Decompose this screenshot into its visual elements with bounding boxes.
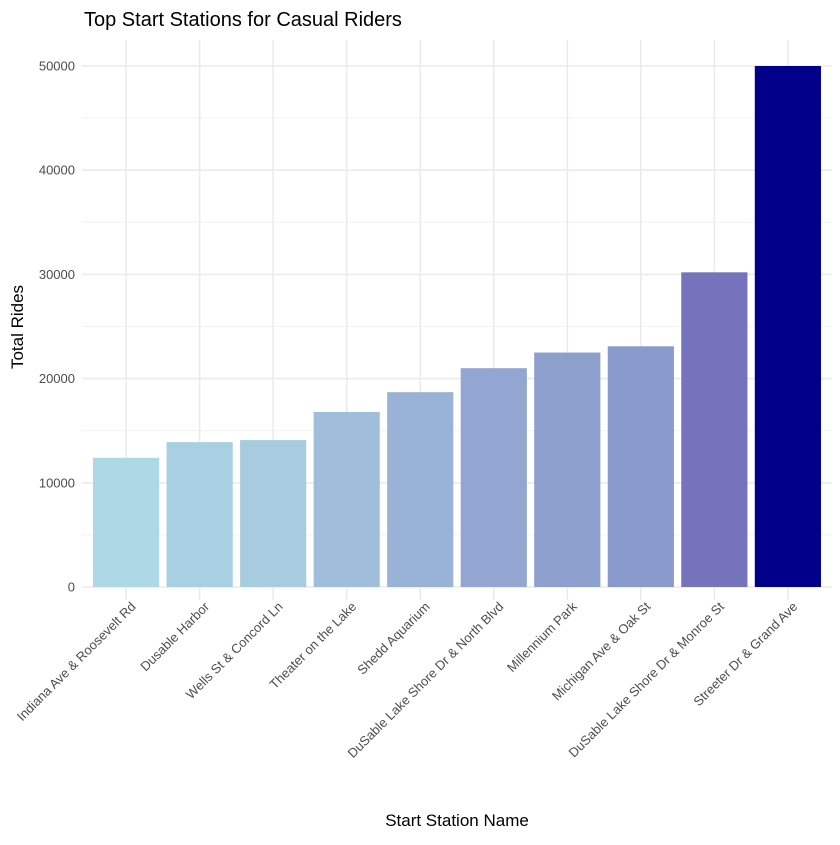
bar: [387, 392, 454, 587]
bar: [754, 66, 821, 587]
y-axis-label: Total Rides: [8, 285, 27, 369]
x-tick-label: Millennium Park: [504, 599, 580, 675]
y-tick-label: 0: [68, 580, 75, 595]
x-tick-label: Indiana Ave & Roosevelt Rd: [14, 599, 139, 724]
y-tick-label: 50000: [39, 59, 75, 74]
bars: [93, 66, 821, 587]
bar: [460, 368, 527, 587]
bar: [681, 272, 748, 587]
x-tick-label: Dusable Harbor: [137, 598, 212, 673]
x-tick-label: DuSable Lake Shore Dr & Monroe St: [566, 599, 728, 761]
bar: [607, 346, 674, 587]
x-axis-label: Start Station Name: [385, 811, 529, 830]
x-tick-label: DuSable Lake Shore Dr & North Blvd: [344, 599, 506, 761]
chart-title: Top Start Stations for Casual Riders: [84, 9, 402, 31]
y-tick-label: 10000: [39, 475, 75, 490]
y-tick-label: 30000: [39, 267, 75, 282]
bar: [240, 440, 307, 587]
y-tick-label: 20000: [39, 371, 75, 386]
bar: [313, 411, 380, 587]
x-tick-label: Shedd Aquarium: [354, 599, 433, 678]
y-tick-label: 40000: [39, 163, 75, 178]
bar: [534, 352, 601, 587]
y-axis-ticks: 0 10000 20000 30000 40000 50000: [39, 59, 75, 595]
bar: [93, 457, 160, 587]
bar: [166, 442, 233, 587]
